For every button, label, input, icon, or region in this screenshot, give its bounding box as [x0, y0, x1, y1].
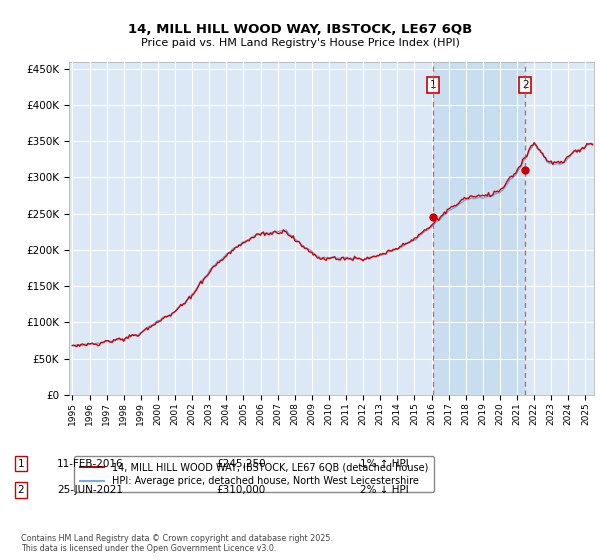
Bar [433, 62, 525, 395]
Text: 14, MILL HILL WOOD WAY, IBSTOCK, LE67 6QB: 14, MILL HILL WOOD WAY, IBSTOCK, LE67 6Q… [128, 22, 472, 36]
Text: 2: 2 [17, 485, 25, 495]
Text: £310,000: £310,000 [216, 485, 265, 495]
Text: £245,250: £245,250 [216, 459, 266, 469]
Text: 1: 1 [17, 459, 25, 469]
Text: 2% ↓ HPI: 2% ↓ HPI [360, 485, 409, 495]
Text: 2: 2 [522, 80, 529, 90]
Text: 1% ↑ HPI: 1% ↑ HPI [360, 459, 409, 469]
Text: Price paid vs. HM Land Registry's House Price Index (HPI): Price paid vs. HM Land Registry's House … [140, 38, 460, 48]
Text: Contains HM Land Registry data © Crown copyright and database right 2025.
This d: Contains HM Land Registry data © Crown c… [21, 534, 333, 553]
Legend: 14, MILL HILL WOOD WAY, IBSTOCK, LE67 6QB (detached house), HPI: Average price, : 14, MILL HILL WOOD WAY, IBSTOCK, LE67 6Q… [74, 456, 434, 492]
Text: 25-JUN-2021: 25-JUN-2021 [57, 485, 123, 495]
Text: 1: 1 [430, 80, 437, 90]
Text: 11-FEB-2016: 11-FEB-2016 [57, 459, 124, 469]
